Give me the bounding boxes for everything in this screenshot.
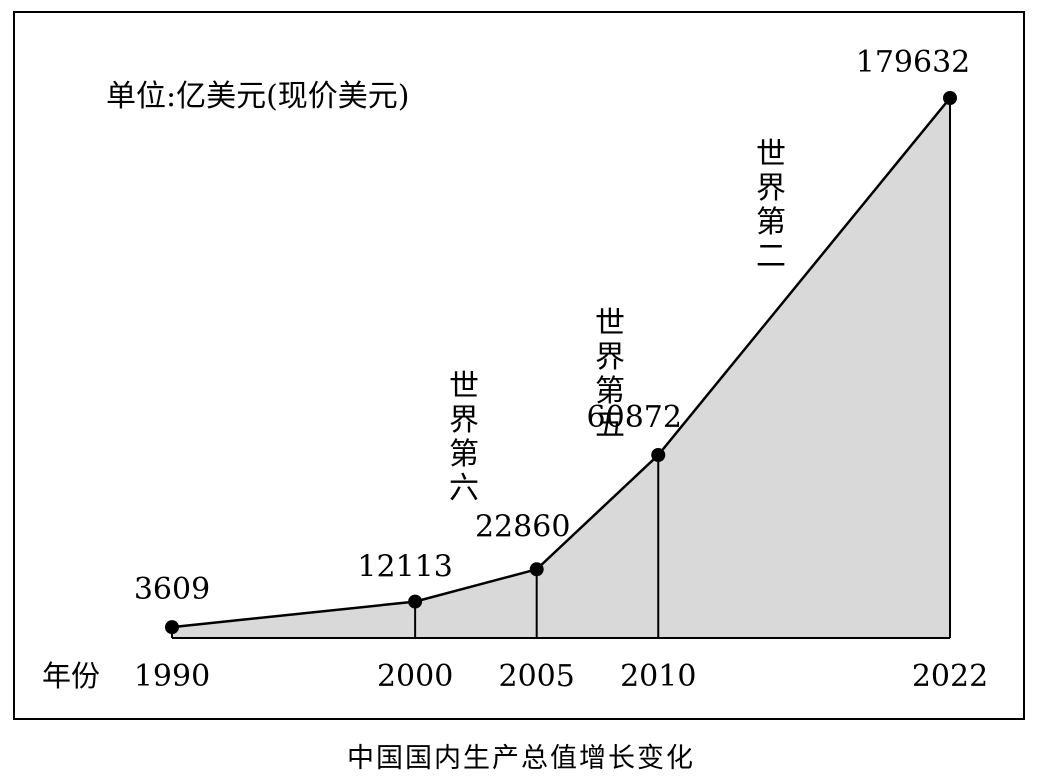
data-label-2005: 22860: [475, 509, 570, 544]
data-label-2022: 179632: [856, 45, 971, 80]
rank-annotation-2000: 世界第六: [449, 369, 479, 506]
data-point-2010: [651, 448, 666, 463]
data-point-2005: [529, 562, 544, 577]
x-tick-1990: 1990: [134, 659, 210, 694]
area-fill: [172, 98, 950, 638]
data-label-1990: 3609: [134, 572, 210, 607]
data-point-1990: [165, 620, 179, 635]
x-tick-2005: 2005: [499, 659, 575, 694]
chart-caption: 中国国内生产总值增长变化: [347, 743, 695, 774]
x-tick-2010: 2010: [620, 659, 696, 694]
data-point-2022: [943, 91, 957, 105]
data-label-2000: 12113: [357, 550, 452, 585]
data-label-2010: 60872: [587, 400, 682, 435]
chart-frame: [13, 11, 1025, 720]
rank-annotation-2010: 世界第二: [756, 137, 786, 274]
x-tick-2022: 2022: [912, 659, 988, 694]
data-point-2000: [408, 594, 423, 609]
unit-label: 单位:亿美元(现价美元): [106, 79, 410, 114]
x-axis-label: 年份: [42, 659, 100, 693]
rank-annotation-2005: 世界第五: [595, 306, 625, 443]
x-tick-2000: 2000: [377, 659, 453, 694]
